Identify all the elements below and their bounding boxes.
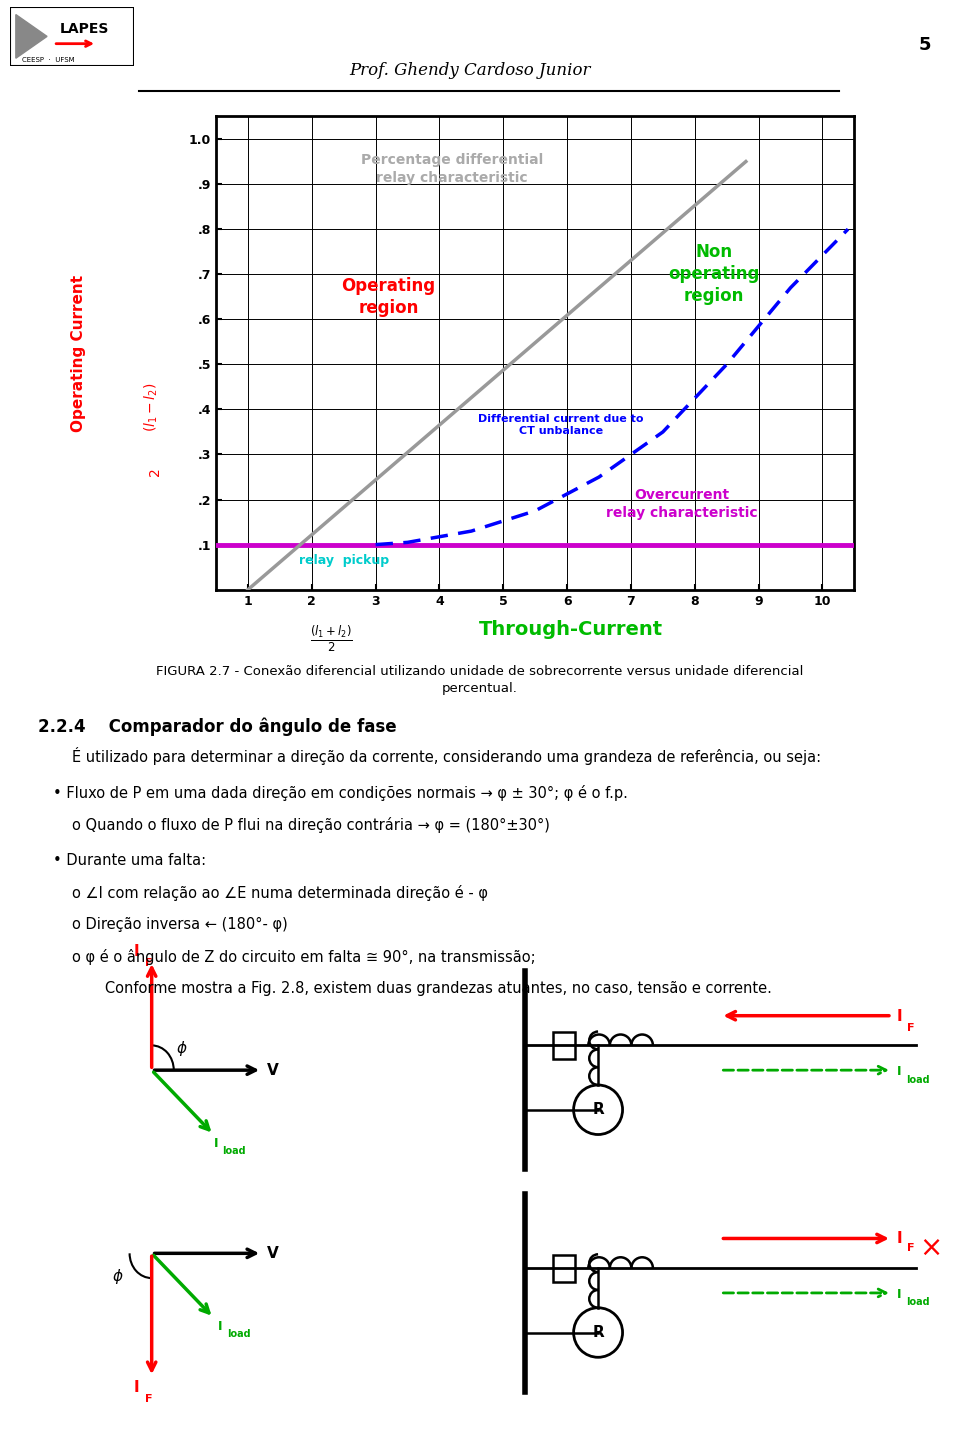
Text: I: I (897, 1009, 902, 1024)
Text: • Fluxo de P em uma dada direção em condições normais → φ ± 30°; φ é o f.p.: • Fluxo de P em uma dada direção em cond… (53, 785, 628, 801)
Text: LAPES: LAPES (60, 22, 108, 36)
Text: Non
operating
region: Non operating region (668, 243, 759, 306)
Text: 2.2.4    Comparador do ângulo de fase: 2.2.4 Comparador do ângulo de fase (38, 718, 397, 737)
Bar (553, 1255, 575, 1281)
Text: load: load (906, 1297, 930, 1307)
Text: Percentage differential
relay characteristic: Percentage differential relay characteri… (361, 153, 543, 185)
Text: F: F (145, 958, 153, 968)
Text: Operating
region: Operating region (342, 277, 436, 317)
Text: Conforme mostra a Fig. 2.8, existem duas grandezas atuantes, no caso, tensão e c: Conforme mostra a Fig. 2.8, existem duas… (91, 981, 772, 996)
Text: I: I (134, 945, 139, 960)
Text: F: F (906, 1022, 914, 1032)
Text: V: V (267, 1063, 278, 1077)
Text: o Quando o fluxo de P flui na direção contrária → φ = (180°±30°): o Quando o fluxo de P flui na direção co… (72, 817, 550, 833)
Bar (553, 1032, 575, 1059)
Text: $\frac{( \mathit{l}_1 + \mathit{l}_2 )}{2}$: $\frac{( \mathit{l}_1 + \mathit{l}_2 )}{… (310, 623, 352, 654)
Text: • Durante uma falta:: • Durante uma falta: (53, 853, 206, 868)
Text: I: I (897, 1232, 902, 1246)
Text: Differential current due to
CT unbalance: Differential current due to CT unbalance (478, 414, 643, 437)
Text: $( \mathit{l}_1 - \mathit{l}_2 )$: $( \mathit{l}_1 - \mathit{l}_2 )$ (143, 383, 160, 432)
Text: I: I (218, 1321, 223, 1334)
Text: I: I (897, 1066, 901, 1077)
Text: load: load (223, 1146, 246, 1156)
Text: F: F (145, 1393, 153, 1404)
Text: Through-Current: Through-Current (479, 620, 663, 639)
Text: É utilizado para determinar a direção da corrente, considerando uma grandeza de : É utilizado para determinar a direção da… (72, 747, 821, 764)
Text: Overcurrent
relay characteristic: Overcurrent relay characteristic (606, 488, 757, 520)
Text: R: R (592, 1325, 604, 1340)
Text: $2$: $2$ (149, 469, 162, 478)
Text: FIGURA 2.7 - Conexão diferencial utilizando unidade de sobrecorrente versus unid: FIGURA 2.7 - Conexão diferencial utiliza… (156, 665, 804, 696)
Text: $\times$: $\times$ (919, 1233, 940, 1262)
Text: I: I (134, 1380, 139, 1395)
Text: o ∠I com relação ao ∠E numa determinada direção é - φ: o ∠I com relação ao ∠E numa determinada … (72, 885, 488, 901)
Text: CEESP  ·  UFSM: CEESP · UFSM (22, 57, 75, 63)
Text: relay  pickup: relay pickup (299, 553, 389, 566)
Text: load: load (906, 1075, 930, 1085)
Text: V: V (267, 1246, 278, 1261)
Text: F: F (906, 1243, 914, 1252)
Polygon shape (15, 15, 47, 58)
Text: 5: 5 (919, 36, 931, 54)
Text: R: R (592, 1102, 604, 1117)
Text: I: I (897, 1289, 901, 1300)
Text: $\phi$: $\phi$ (176, 1038, 187, 1059)
Text: Prof. Ghendy Cardoso Junior: Prof. Ghendy Cardoso Junior (349, 61, 591, 79)
Text: o φ é o ângulo de Z do circuito em falta ≅ 90°, na transmissão;: o φ é o ângulo de Z do circuito em falta… (72, 949, 536, 965)
Text: $\phi$: $\phi$ (112, 1267, 124, 1286)
Text: Operating Current: Operating Current (71, 275, 86, 432)
Text: I: I (213, 1137, 218, 1150)
Text: load: load (227, 1329, 251, 1340)
Text: o Direção inversa ← (180°- φ): o Direção inversa ← (180°- φ) (72, 917, 288, 932)
